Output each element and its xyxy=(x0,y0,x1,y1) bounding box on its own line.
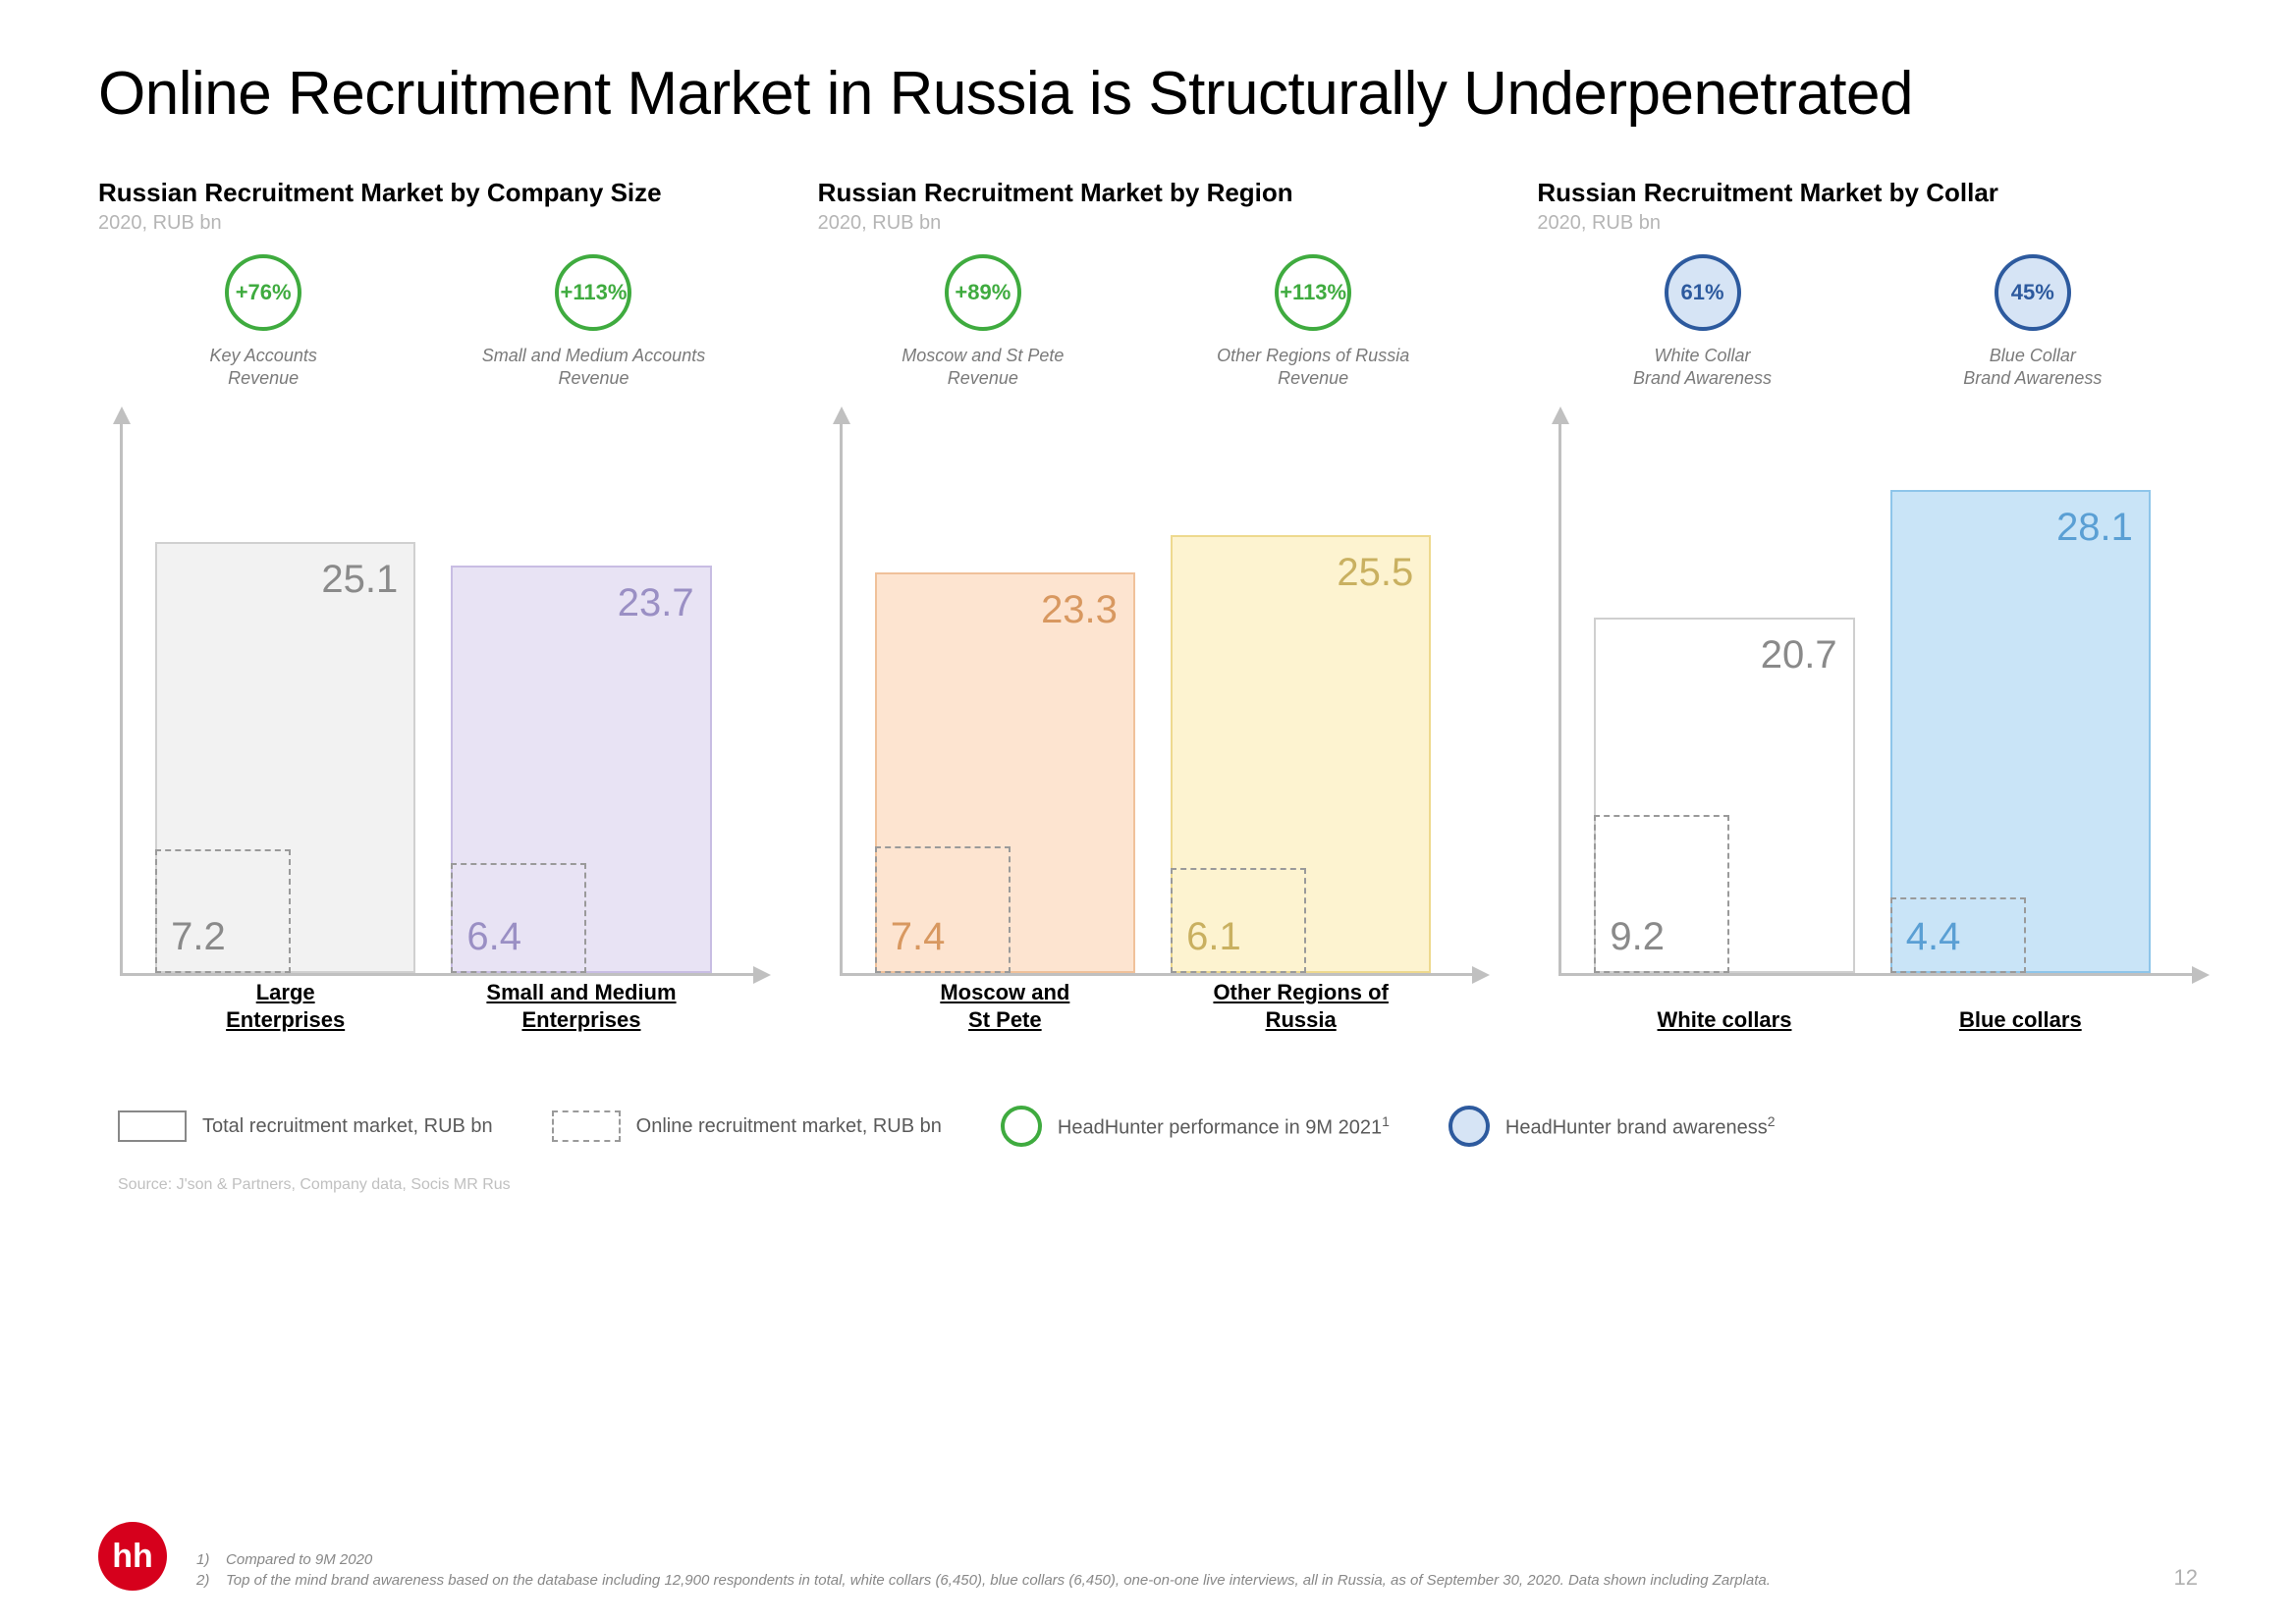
legend-perf-label: HeadHunter performance in 9M 20211 xyxy=(1058,1113,1390,1140)
legend-online: Online recruitment market, RUB bn xyxy=(552,1110,942,1142)
bubble-label: Small and Medium Accounts Revenue xyxy=(482,345,705,389)
bar-group: 25.5 6.1 xyxy=(1171,458,1431,973)
bar-group: 28.1 4.4 xyxy=(1890,458,2151,973)
chart-subtitle: 2020, RUB bn xyxy=(818,212,1479,235)
bar-online-value: 4.4 xyxy=(1906,915,1961,959)
bubble-col: 45% Blue Collar Brand Awareness xyxy=(1874,254,2191,389)
metric-bubble: 61% xyxy=(1665,254,1741,331)
bubble-col: +113% Other Regions of Russia Revenue xyxy=(1155,254,1472,389)
axis-x xyxy=(1558,973,2198,976)
source-text: Source: J'son & Partners, Company data, … xyxy=(98,1176,2198,1194)
x-axis-label: Blue collars xyxy=(1890,1006,2151,1035)
x-labels: Large Enterprises Small and Medium Enterp… xyxy=(137,979,730,1035)
bar-online: 6.4 xyxy=(451,863,586,973)
chart-subtitle: 2020, RUB bn xyxy=(1537,212,2198,235)
bar-total-value: 25.5 xyxy=(1337,551,1413,595)
legend: Total recruitment market, RUB bn Online … xyxy=(98,1106,2198,1147)
legend-total: Total recruitment market, RUB bn xyxy=(118,1110,493,1142)
legend-total-label: Total recruitment market, RUB bn xyxy=(202,1115,493,1138)
charts-row: Russian Recruitment Market by Company Si… xyxy=(98,178,2198,1007)
bar-total-value: 20.7 xyxy=(1761,633,1837,677)
bubble-col: +89% Moscow and St Pete Revenue xyxy=(824,254,1141,389)
legend-box-solid xyxy=(118,1110,187,1142)
bar-total-value: 23.7 xyxy=(618,581,694,625)
axis-x xyxy=(840,973,1479,976)
chart-area: 25.17.223.76.4Large EnterprisesSmall and… xyxy=(98,418,759,1007)
x-labels: Moscow and St Pete Other Regions of Russi… xyxy=(857,979,1449,1035)
x-axis-label: Moscow and St Pete xyxy=(875,979,1135,1035)
footnotes: 1) Compared to 9M 2020 2) Top of the min… xyxy=(196,1549,1771,1591)
bar-online: 7.4 xyxy=(875,846,1011,974)
axis-y xyxy=(120,418,123,976)
legend-box-dash xyxy=(552,1110,621,1142)
x-axis-label: Other Regions of Russia xyxy=(1171,979,1431,1035)
legend-circle-blue xyxy=(1449,1106,1490,1147)
bar-online-value: 6.1 xyxy=(1186,915,1241,959)
bar-group: 25.1 7.2 xyxy=(155,458,415,973)
bubble-label: Other Regions of Russia Revenue xyxy=(1217,345,1409,389)
slide-title: Online Recruitment Market in Russia is S… xyxy=(98,59,2198,129)
page-number: 12 xyxy=(2174,1565,2198,1591)
legend-online-label: Online recruitment market, RUB bn xyxy=(636,1115,942,1138)
bars-container: 25.1 7.2 23.7 6.4 xyxy=(137,458,730,973)
chart-title: Russian Recruitment Market by Region xyxy=(818,178,1479,208)
metric-bubble: +113% xyxy=(1275,254,1351,331)
bar-total-value: 28.1 xyxy=(2056,506,2133,550)
bar-group: 23.7 6.4 xyxy=(451,458,711,973)
chart-block: Russian Recruitment Market by Region 2020… xyxy=(818,178,1479,1007)
chart-block: Russian Recruitment Market by Collar 2020… xyxy=(1537,178,2198,1007)
metric-bubble: +113% xyxy=(555,254,631,331)
bubble-label: Blue Collar Brand Awareness xyxy=(1963,345,2102,389)
bar-group: 23.3 7.4 xyxy=(875,458,1135,973)
metric-bubble: +76% xyxy=(225,254,301,331)
bar-online: 7.2 xyxy=(155,849,291,973)
bar-online-value: 6.4 xyxy=(466,915,521,959)
x-axis-label: White collars xyxy=(1594,1006,1854,1035)
bar-online-value: 7.4 xyxy=(891,915,946,959)
x-axis-label: Small and Medium Enterprises xyxy=(451,979,711,1035)
metric-bubble: +89% xyxy=(945,254,1021,331)
bubbles-row: +89% Moscow and St Pete Revenue +113% Other… xyxy=(818,254,1479,389)
metric-bubble: 45% xyxy=(1995,254,2071,331)
bars-container: 20.7 9.2 28.1 4.4 xyxy=(1576,458,2168,973)
chart-title: Russian Recruitment Market by Company Si… xyxy=(98,178,759,208)
bar-online: 4.4 xyxy=(1890,897,2026,973)
legend-aware-label: HeadHunter brand awareness2 xyxy=(1505,1113,1776,1140)
chart-area: 20.79.228.14.4White collarsBlue collars xyxy=(1537,418,2198,1007)
chart-area: 23.37.425.56.1Moscow and St PeteOther Re… xyxy=(818,418,1479,1007)
chart-title: Russian Recruitment Market by Collar xyxy=(1537,178,2198,208)
bar-online-value: 7.2 xyxy=(171,915,226,959)
x-labels: White collars Blue collars xyxy=(1576,1006,2168,1035)
bar-online-value: 9.2 xyxy=(1610,915,1665,959)
bubble-col: 61% White Collar Brand Awareness xyxy=(1544,254,1861,389)
bar-online: 9.2 xyxy=(1594,815,1729,973)
bar-online: 6.1 xyxy=(1171,868,1306,973)
bubble-col: +113% Small and Medium Accounts Revenue xyxy=(435,254,752,389)
legend-circle-green xyxy=(1001,1106,1042,1147)
axis-y xyxy=(840,418,843,976)
chart-block: Russian Recruitment Market by Company Si… xyxy=(98,178,759,1007)
axis-y xyxy=(1558,418,1561,976)
legend-awareness: HeadHunter brand awareness2 xyxy=(1449,1106,1776,1147)
bubble-label: Moscow and St Pete Revenue xyxy=(902,345,1064,389)
bubble-col: +76% Key Accounts Revenue xyxy=(105,254,422,389)
bubbles-row: +76% Key Accounts Revenue +113% Small and M… xyxy=(98,254,759,389)
bubbles-row: 61% White Collar Brand Awareness 45% Blue C… xyxy=(1537,254,2198,389)
bubble-label: Key Accounts Revenue xyxy=(209,345,316,389)
hh-logo: hh xyxy=(98,1522,167,1591)
footer: hh 1) Compared to 9M 2020 2) Top of the … xyxy=(98,1522,2198,1591)
chart-subtitle: 2020, RUB bn xyxy=(98,212,759,235)
bar-total-value: 25.1 xyxy=(321,558,398,602)
legend-performance: HeadHunter performance in 9M 20211 xyxy=(1001,1106,1390,1147)
bar-total-value: 23.3 xyxy=(1041,588,1118,632)
x-axis-label: Large Enterprises xyxy=(155,979,415,1035)
bubble-label: White Collar Brand Awareness xyxy=(1633,345,1772,389)
bar-group: 20.7 9.2 xyxy=(1594,458,1854,973)
axis-x xyxy=(120,973,759,976)
bars-container: 23.3 7.4 25.5 6.1 xyxy=(857,458,1449,973)
